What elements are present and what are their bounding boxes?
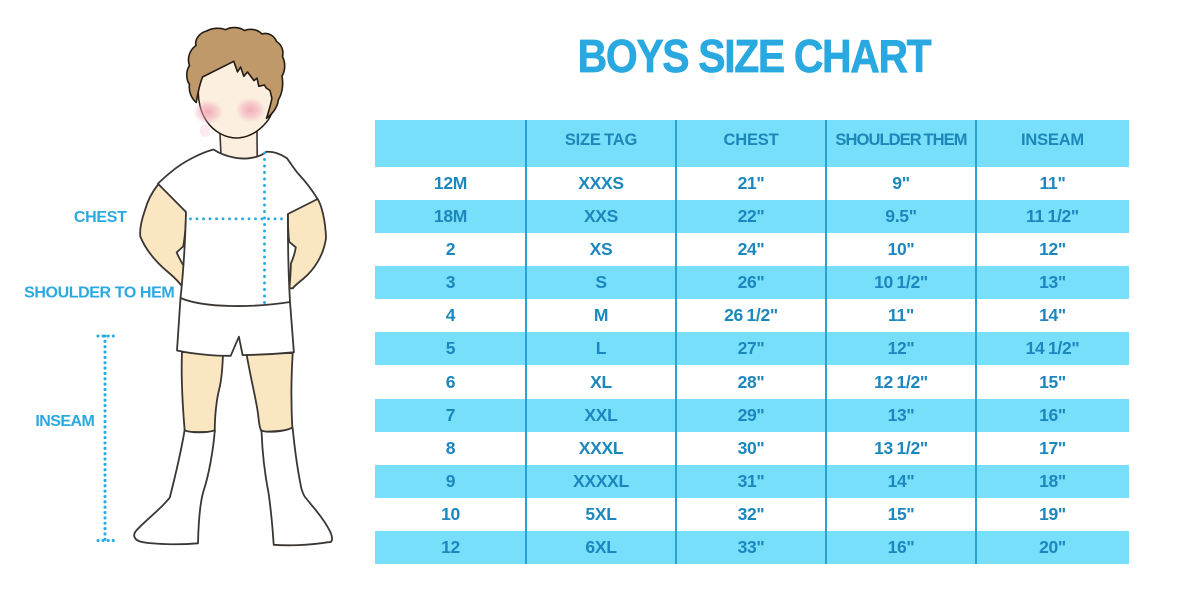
svg-text:SHOULDER TO HEM: SHOULDER TO HEM — [24, 284, 174, 301]
svg-text:INSEAM: INSEAM — [35, 413, 94, 430]
svg-text:CHEST: CHEST — [74, 209, 127, 226]
